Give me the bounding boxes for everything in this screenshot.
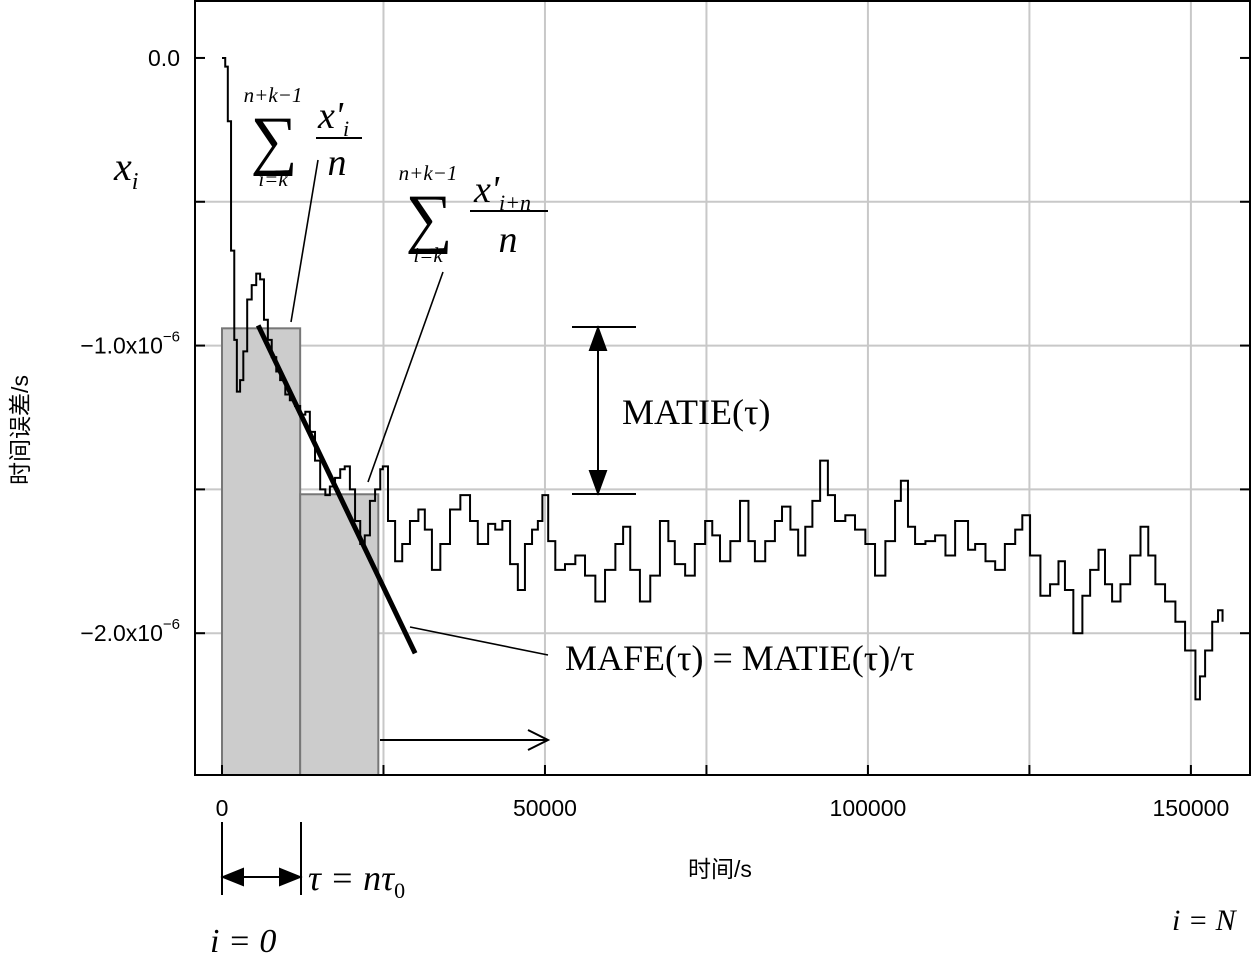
iN-label: i = N [1172,904,1238,937]
y-tick-label-base: 0.0 [148,45,180,71]
x-tick-label: 50000 [513,795,577,821]
tau-sub: 0 [394,878,405,903]
x-axis-label: 时间/s [688,856,752,882]
tau-bracket [220,822,303,895]
average-boxes [220,327,380,776]
leader-line [290,159,319,323]
numerator: x' [473,169,500,211]
sum-lower: i=k [413,243,443,267]
x-tick-label: 100000 [830,795,907,821]
y-tick-exponent: −6 [163,329,180,346]
xi-label: xi [113,144,138,195]
i0-label: i = 0 [210,923,276,957]
sum-upper: n+k−1 [399,161,458,185]
sum-lower: i=k [258,167,288,191]
sum-numerator: x'i+n [473,169,531,215]
sum-sigma: ∑ [405,182,452,255]
numerator-sub: i [343,116,349,141]
leader-line [409,626,549,656]
sum-sigma: ∑ [250,104,297,177]
y-tick-exponent: −6 [163,616,180,633]
x-tick-label: 150000 [1153,795,1230,821]
y-tick-label: −1.0x10−6 [80,329,180,359]
y-tick-label: −2.0x10−6 [80,616,180,646]
sum1-formula: n+k−1 ∑ i=k x'i n [244,83,362,191]
xi-symbol: x [113,144,132,189]
xi-sub: i [132,169,139,195]
plot-frame [194,0,1251,776]
plot [222,56,1224,701]
y-tick-label: 0.0 [148,45,180,71]
data-line [222,56,1224,701]
matie-arrow [572,325,636,496]
sum-denominator: n [328,142,347,184]
mafe-label: MAFE(τ) = MATIE(τ)/τ [565,638,915,678]
sum2-formula: n+k−1 ∑ i=k x'i+n n [399,161,548,267]
y-axis-label: 时间误差/s [7,375,33,485]
tau-label: τ = nτ0 [308,858,405,903]
sum-denominator: n [499,219,518,261]
shift-arrow [380,729,551,751]
y-tick-label-base: −1.0x10 [80,333,163,359]
sum-numerator: x'i [317,95,349,141]
x-tick-label: 0 [216,795,229,821]
numerator: x' [317,95,344,137]
matie-label: MATIE(τ) [622,392,770,432]
y-tick-label-base: −2.0x10 [80,620,163,646]
tau-text: τ = nτ [308,858,395,898]
sum-upper: n+k−1 [244,83,303,107]
trend-line [255,324,418,655]
leader-line [367,271,444,483]
